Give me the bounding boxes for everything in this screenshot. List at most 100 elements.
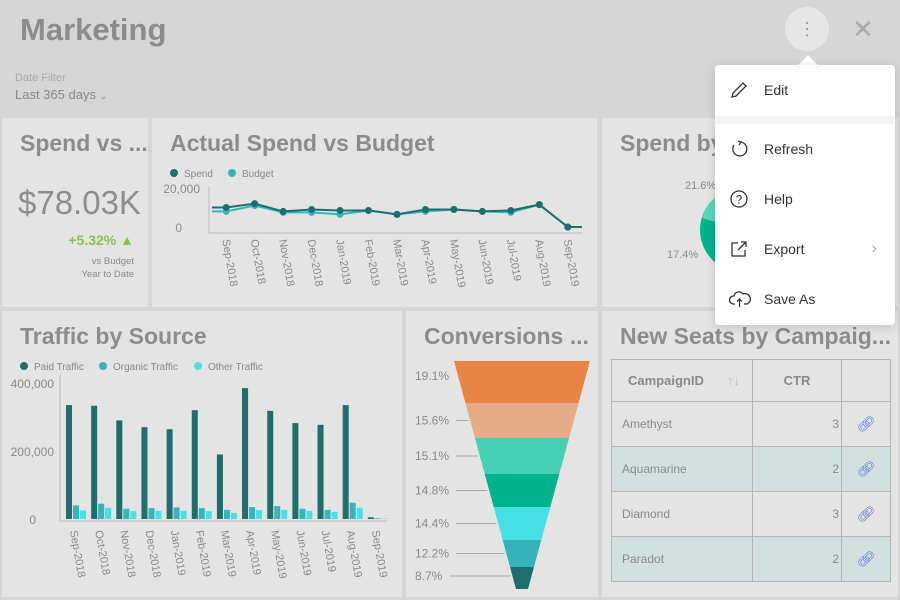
close-button[interactable]: ✕ (852, 14, 874, 45)
campaign-id-cell: Diamond (611, 491, 753, 537)
bar-chart: Paid Traffic Organic Traffic Other Traffic… (11, 362, 389, 580)
x-tick-label: Dec-2018 (305, 238, 325, 287)
campaign-id-cell: Paradot (611, 536, 753, 582)
page-title: Marketing (20, 12, 167, 47)
bar (205, 511, 212, 519)
menu-item-export[interactable]: Export › (715, 224, 895, 274)
legend-label: Paid Traffic (34, 362, 84, 373)
funnel-segment (502, 540, 542, 567)
bar (331, 511, 338, 519)
column-header-ctr[interactable]: CTR (752, 359, 842, 402)
data-point (222, 204, 230, 212)
more-vertical-icon: ⋮ (798, 19, 816, 39)
x-tick-label: Jan-2019 (333, 238, 353, 285)
funnel-chart: 19.1% 15.6% 15.1% 14.8% 14.4% 12.2% 8.7% (415, 361, 590, 589)
bar (356, 507, 363, 519)
bar (342, 405, 349, 519)
y-tick-label: 200,000 (11, 445, 55, 459)
x-tick-label: Feb-2019 (193, 529, 213, 577)
bar (155, 510, 162, 519)
bar (242, 388, 249, 519)
bar-chart-title: Traffic by Source (20, 323, 207, 349)
menu-divider (715, 116, 895, 124)
funnel-segment (510, 567, 534, 589)
more-options-button[interactable]: ⋮ (785, 7, 829, 51)
bar (274, 506, 281, 519)
x-tick-label: Sep-2018 (67, 529, 87, 578)
menu-caret (798, 55, 818, 65)
pie-label: 17.4% (667, 249, 698, 261)
ctr-cell: 2 (752, 446, 842, 492)
ctr-cell: 3 (752, 491, 842, 537)
sort-icon[interactable]: ↑↓ (727, 373, 740, 388)
funnel-segment (474, 438, 570, 474)
bar (306, 510, 313, 519)
x-tick-label: Jul-2019 (504, 238, 523, 282)
bar (123, 508, 130, 519)
legend-marker (228, 169, 236, 177)
funnel-tile[interactable]: Conversions ... 19.1% 15.6% 15.1% 14.8% 14.4… (406, 311, 598, 597)
ctr-cell: 2 (752, 536, 842, 582)
y-tick-label: 400,000 (11, 377, 55, 391)
menu-item-help[interactable]: ? Help (715, 174, 895, 224)
kpi-sub2: Year to Date (81, 269, 134, 280)
data-point (478, 207, 486, 215)
bar (141, 427, 148, 519)
x-tick-label: Jan-2019 (168, 529, 188, 576)
pencil-icon (731, 82, 747, 98)
menu-item-refresh[interactable]: Refresh (715, 124, 895, 174)
data-point (564, 223, 572, 231)
bar (256, 510, 263, 519)
bar (281, 509, 288, 519)
data-point (308, 205, 316, 213)
x-tick-label: Apr-2019 (243, 529, 263, 576)
funnel-label: 14.8% (415, 484, 449, 498)
menu-item-edit[interactable]: Edit (715, 65, 895, 115)
bar (73, 505, 79, 519)
link-icon[interactable]: 🔗︎ (841, 446, 891, 492)
x-tick-label: Mar-2019 (390, 238, 410, 286)
kpi-title: Spend vs ... (20, 130, 148, 156)
options-menu: Edit Refresh ? Help Export › Save As (715, 65, 895, 325)
campaign-table: CampaignID ↑↓ CTR Amethyst 3 🔗︎ Aquamarine 2 🔗︎… (611, 359, 891, 582)
data-point (365, 206, 373, 214)
funnel-segment (465, 403, 579, 438)
x-tick-label: Feb-2019 (362, 238, 382, 286)
x-tick-label: Sep-2019 (561, 238, 581, 287)
bar (324, 509, 331, 519)
link-icon[interactable]: 🔗︎ (841, 536, 891, 582)
link-icon[interactable]: 🔗︎ (841, 491, 891, 537)
x-tick-label: Apr-2019 (419, 238, 439, 285)
line-chart-tile[interactable]: Actual Spend vs Budget Spend Budget 20,000… (152, 118, 597, 307)
funnel-label: 15.1% (415, 449, 449, 463)
kpi-change: +5.32% ▲ (68, 232, 134, 248)
legend-label: Budget (242, 169, 274, 180)
bar (98, 503, 105, 519)
x-tick-label: May-2019 (268, 529, 288, 579)
x-tick-label: Oct-2018 (248, 238, 268, 285)
export-icon (731, 241, 747, 257)
x-tick-label: Nov-2018 (276, 238, 296, 287)
kpi-tile[interactable]: Spend vs ... $78.03K +5.32% ▲ vs Budget Y… (2, 118, 148, 307)
bar (105, 507, 112, 519)
data-point (279, 207, 287, 215)
bar (367, 517, 374, 519)
kpi-value: $78.03K (18, 184, 141, 221)
help-icon: ? (730, 190, 748, 208)
campaign-id-cell: Amethyst (611, 401, 753, 447)
bar (173, 507, 180, 519)
legend-marker (20, 362, 28, 370)
date-filter-label: Date Filter (15, 72, 66, 84)
link-icon[interactable]: 🔗︎ (841, 401, 891, 447)
table-row[interactable]: Paradot 2 🔗︎ (611, 536, 891, 582)
date-filter-dropdown[interactable]: Last 365 days ⌄ (15, 87, 107, 102)
table-row[interactable]: Amethyst 3 🔗︎ (611, 401, 891, 447)
table-row[interactable]: Diamond 3 🔗︎ (611, 491, 891, 537)
bar (148, 508, 155, 519)
column-header-campaignid[interactable]: CampaignID ↑↓ (611, 359, 753, 402)
chevron-right-icon: › (871, 240, 877, 257)
table-row[interactable]: Aquamarine 2 🔗︎ (611, 446, 891, 492)
menu-item-save-as[interactable]: Save As (715, 274, 895, 324)
table-tile[interactable]: New Seats by Campaig... CampaignID ↑↓ CTR … (602, 311, 898, 597)
bar-chart-tile[interactable]: Traffic by Source Paid Traffic Organic Tr… (2, 311, 402, 597)
